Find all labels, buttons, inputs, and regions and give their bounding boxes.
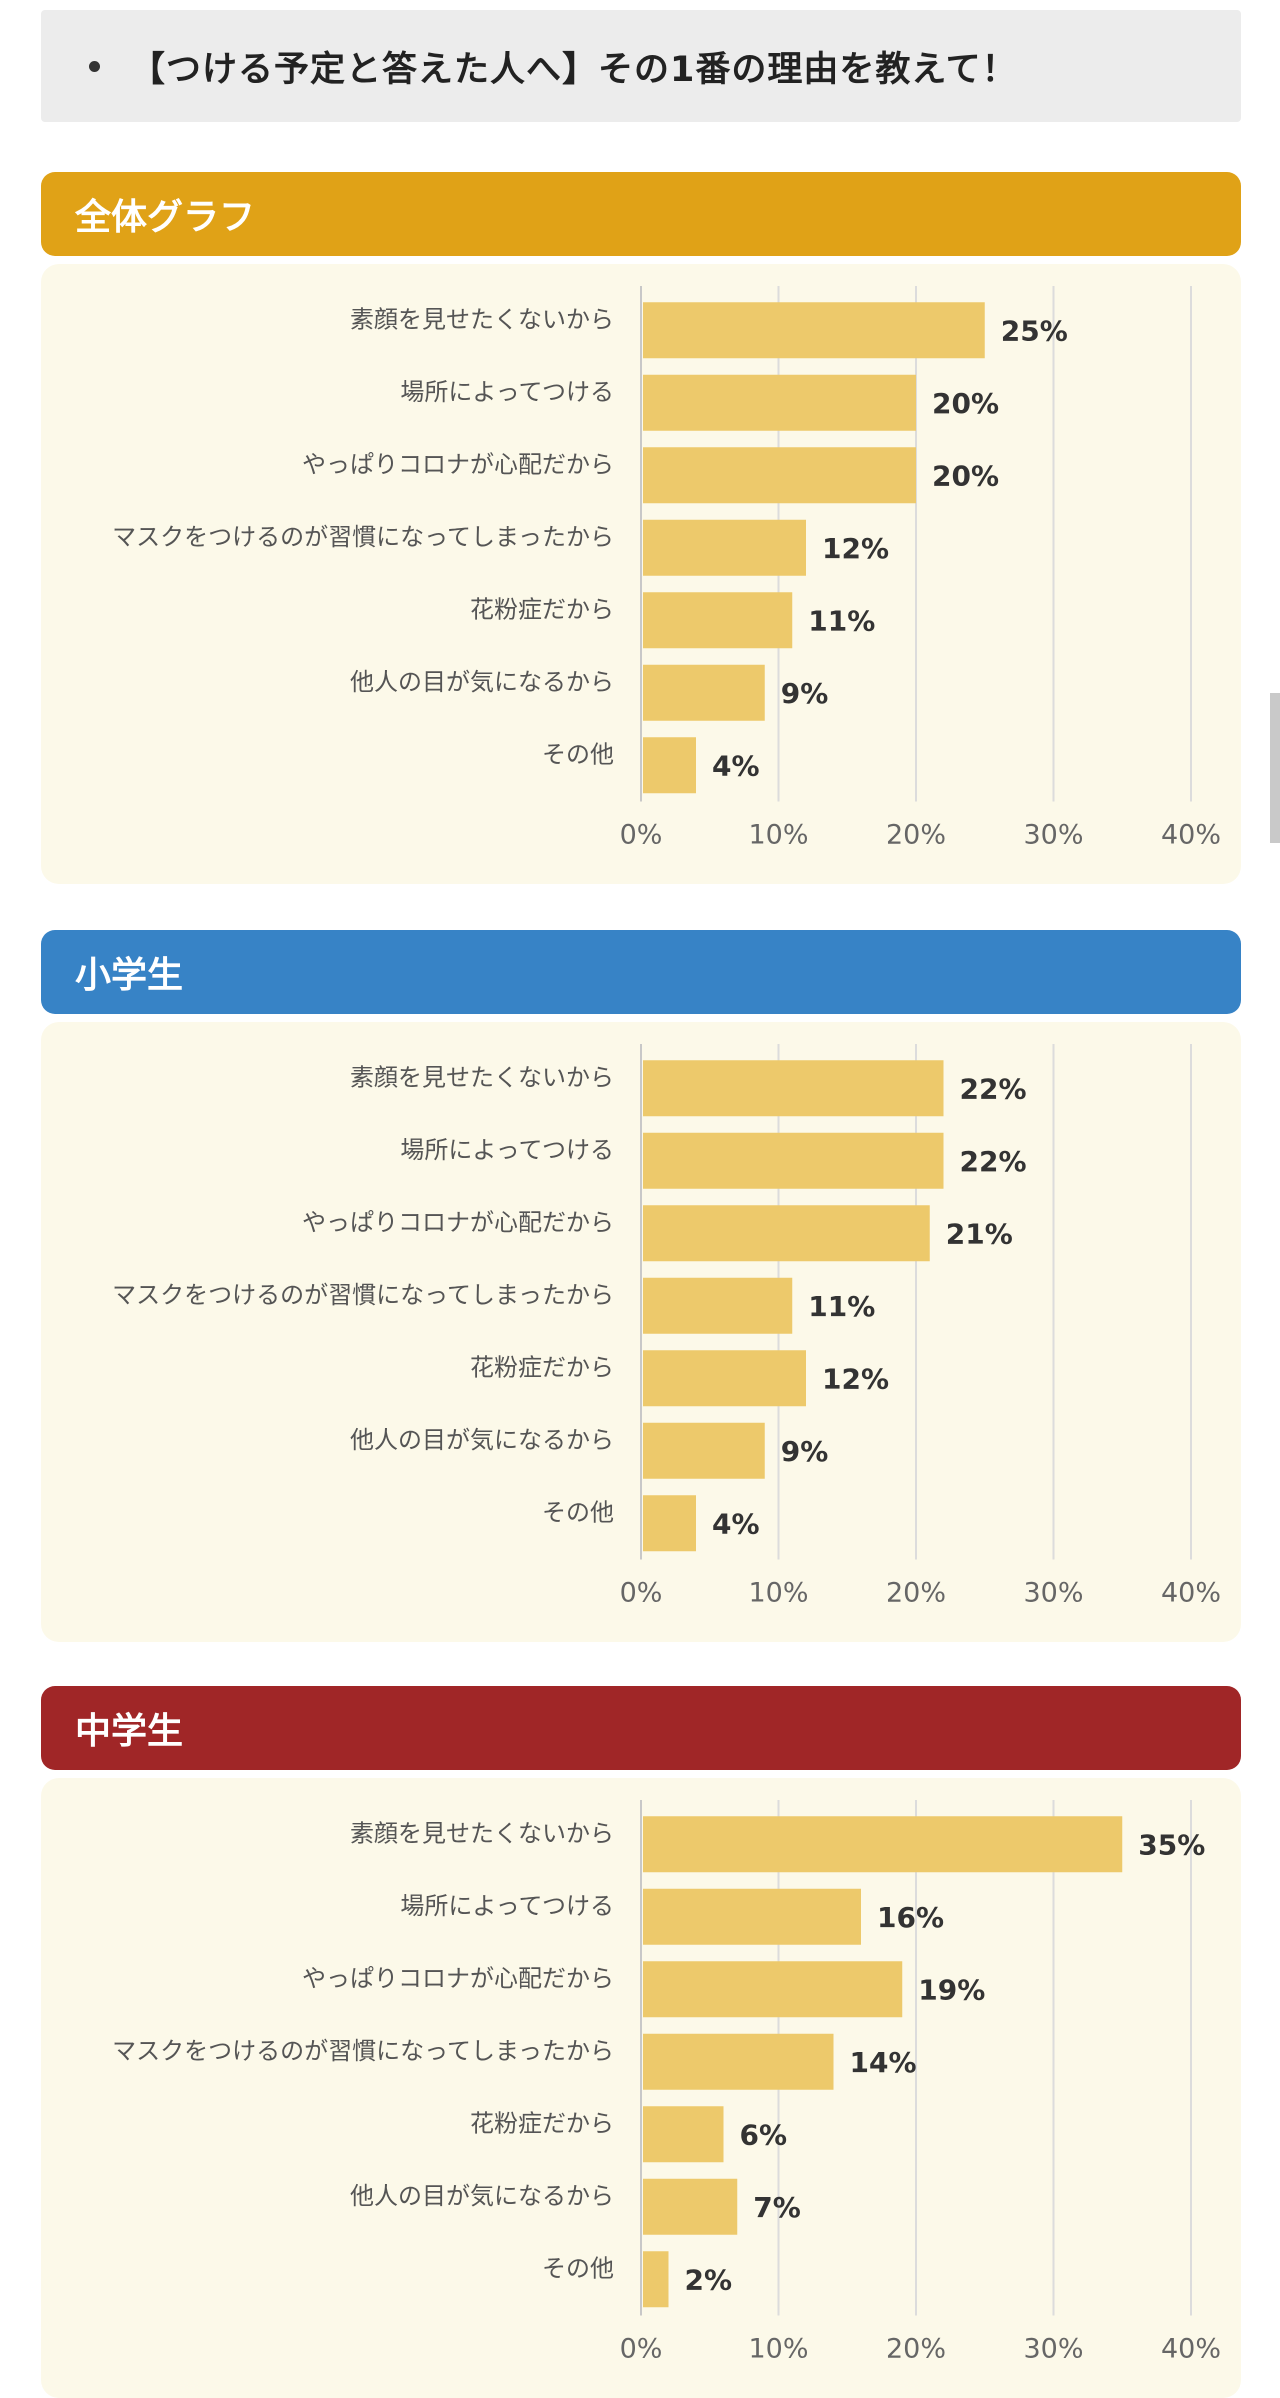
- x-tick-label: 10%: [748, 2334, 808, 2365]
- section-header: 中学生: [41, 1686, 1241, 1770]
- category-label: マスクをつけるのが習慣になってしまったから: [112, 523, 614, 551]
- bullet-icon: [89, 60, 100, 72]
- data-label: 19%: [918, 1973, 985, 2006]
- category-label: やっぱりコロナが心配だから: [302, 450, 614, 478]
- bar: [643, 1888, 861, 1945]
- category-label: 他人の目が気になるから: [350, 668, 614, 696]
- category-label: 花粉症だから: [470, 2109, 614, 2137]
- section-junior-high: 中学生 0% 10% 20% 30% 40% 素顔を見せたくないから 35% 場所によってつけ…: [41, 1686, 1241, 2398]
- bar: [643, 2178, 738, 2235]
- data-label: 7%: [753, 2191, 801, 2224]
- bar: [643, 737, 696, 794]
- data-label: 16%: [877, 1901, 944, 1934]
- bar: [643, 2106, 724, 2163]
- x-tick-label: 40%: [1161, 820, 1221, 851]
- data-label: 25%: [1001, 314, 1068, 347]
- chart-panel: 0% 10% 20% 30% 40% 素顔を見せたくないから 35% 場所によってつける 16%…: [41, 1778, 1241, 2398]
- bar: [643, 2033, 834, 2090]
- section-overall: 全体グラフ 0% 10% 20% 30% 40% 素顔を見せたくないから 25% 場所によって…: [41, 172, 1241, 884]
- bar: [643, 519, 806, 576]
- data-label: 11%: [808, 1290, 875, 1323]
- bar: [643, 1816, 1123, 1873]
- category-label: マスクをつけるのが習慣になってしまったから: [112, 2037, 614, 2065]
- bar: [643, 1132, 944, 1189]
- x-tick-label: 20%: [886, 820, 946, 851]
- x-tick-label: 0%: [620, 1578, 663, 1609]
- scrollbar[interactable]: [1270, 693, 1280, 843]
- category-label: その他: [542, 1498, 614, 1526]
- bar-chart: 0% 10% 20% 30% 40% 素顔を見せたくないから 22% 場所によってつける 22%…: [112, 1044, 1221, 1609]
- bar: [643, 1277, 793, 1334]
- x-tick-label: 10%: [748, 1578, 808, 1609]
- category-label: 素顔を見せたくないから: [350, 305, 614, 333]
- data-label: 21%: [946, 1217, 1013, 1250]
- section-title: 中学生: [75, 1711, 184, 1752]
- category-label: その他: [542, 2254, 614, 2282]
- data-label: 9%: [781, 1435, 829, 1468]
- data-label: 22%: [960, 1072, 1027, 1105]
- data-label: 4%: [712, 749, 760, 782]
- data-label: 35%: [1138, 1828, 1205, 1861]
- category-label: 場所によってつける: [400, 378, 614, 406]
- x-tick-label: 30%: [1023, 820, 1083, 851]
- chart-panel: 0% 10% 20% 30% 40% 素顔を見せたくないから 22% 場所によってつける 22%…: [41, 1022, 1241, 1642]
- section-elementary: 小学生 0% 10% 20% 30% 40% 素顔を見せたくないから 22% 場所によってつけ…: [41, 930, 1241, 1642]
- section-title: 小学生: [75, 955, 184, 996]
- category-label: マスクをつけるのが習慣になってしまったから: [112, 1281, 614, 1309]
- data-label: 6%: [740, 2118, 788, 2151]
- category-label: 花粉症だから: [470, 1353, 614, 1381]
- category-label: 場所によってつける: [400, 1136, 614, 1164]
- x-tick-label: 0%: [620, 2334, 663, 2365]
- data-label: 20%: [932, 459, 999, 492]
- category-label: 素顔を見せたくないから: [350, 1819, 614, 1847]
- bar: [643, 592, 793, 649]
- category-label: 他人の目が気になるから: [350, 2182, 614, 2210]
- category-label: やっぱりコロナが心配だから: [302, 1964, 614, 1992]
- bar: [643, 1961, 903, 2018]
- bar-chart: 0% 10% 20% 30% 40% 素顔を見せたくないから 35% 場所によってつける 16%…: [112, 1800, 1221, 2365]
- x-tick-label: 30%: [1023, 1578, 1083, 1609]
- bar: [643, 2251, 669, 2308]
- data-label: 20%: [932, 387, 999, 420]
- category-label: 素顔を見せたくないから: [350, 1063, 614, 1091]
- data-label: 12%: [822, 1362, 889, 1395]
- chart-panel: 0% 10% 20% 30% 40% 素顔を見せたくないから 25% 場所によってつける 20%…: [41, 264, 1241, 884]
- question-text: 【つける予定と答えた人へ】その1番の理由を教えて！: [130, 49, 1018, 90]
- bar: [643, 1422, 765, 1479]
- category-label: 花粉症だから: [470, 595, 614, 623]
- data-label: 11%: [808, 604, 875, 637]
- bar: [643, 1060, 944, 1117]
- x-tick-label: 10%: [748, 820, 808, 851]
- x-tick-label: 30%: [1023, 2334, 1083, 2365]
- section-header: 小学生: [41, 930, 1241, 1014]
- data-label: 9%: [781, 677, 829, 710]
- category-label: その他: [542, 740, 614, 768]
- section-title: 全体グラフ: [75, 197, 256, 238]
- x-tick-label: 40%: [1161, 1578, 1221, 1609]
- x-tick-label: 40%: [1161, 2334, 1221, 2365]
- data-label: 4%: [712, 1507, 760, 1540]
- data-label: 2%: [685, 2263, 733, 2296]
- bar: [643, 1205, 930, 1262]
- data-label: 14%: [850, 2046, 917, 2079]
- bar: [643, 447, 916, 504]
- bar: [643, 664, 765, 721]
- bar: [643, 374, 916, 431]
- category-label: 他人の目が気になるから: [350, 1426, 614, 1454]
- bar: [643, 302, 985, 359]
- bar-chart: 0% 10% 20% 30% 40% 素顔を見せたくないから 25% 場所によってつける 20%…: [112, 286, 1221, 851]
- x-tick-label: 20%: [886, 2334, 946, 2365]
- bar: [643, 1495, 696, 1552]
- section-header: 全体グラフ: [41, 172, 1241, 256]
- data-label: 22%: [960, 1145, 1027, 1178]
- data-label: 12%: [822, 532, 889, 565]
- category-label: 場所によってつける: [400, 1892, 614, 1920]
- x-tick-label: 20%: [886, 1578, 946, 1609]
- category-label: やっぱりコロナが心配だから: [302, 1208, 614, 1236]
- bar: [643, 1350, 806, 1407]
- question-box: 【つける予定と答えた人へ】その1番の理由を教えて！: [41, 10, 1241, 122]
- x-tick-label: 0%: [620, 820, 663, 851]
